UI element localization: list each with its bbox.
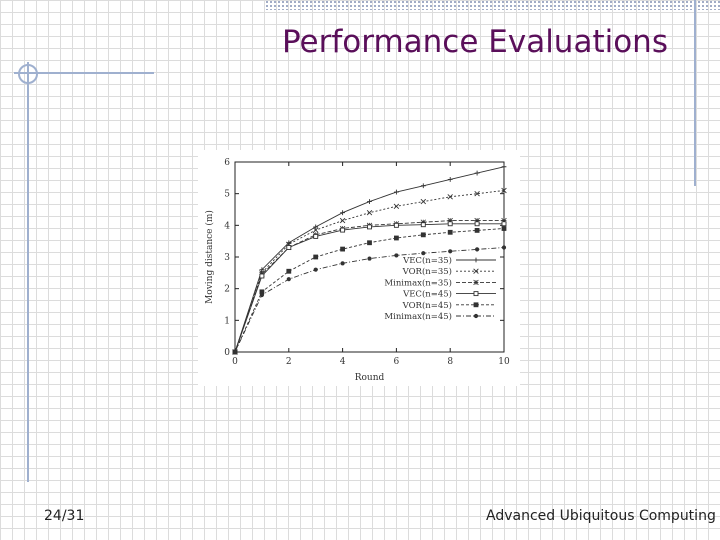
series-5-point [420, 232, 426, 238]
legend-label-5: VOR(n=45) [402, 300, 452, 311]
series-6-point [286, 277, 291, 282]
series-4-point [393, 222, 399, 228]
series-4-point [313, 233, 319, 239]
series-5-point [501, 226, 507, 231]
series-3-point [420, 219, 426, 225]
legend-marker-1 [473, 257, 479, 263]
y-tick-label: 6 [224, 158, 230, 168]
x-tick-label: 4 [340, 357, 346, 367]
series-2-point [339, 217, 346, 224]
series-6-point [448, 249, 453, 254]
series-1-point [394, 189, 399, 195]
legend-label-3: Minimax(n=35) [384, 277, 452, 288]
series-2-point [501, 187, 507, 194]
series-6-point [259, 292, 265, 298]
series-2-point [393, 203, 400, 210]
y-tick-label: 1 [224, 316, 230, 326]
series-1-point [367, 199, 372, 204]
series-4-point [259, 273, 265, 279]
footer-text: Advanced Ubiquitous Computing [486, 508, 716, 524]
series-line-3 [234, 220, 504, 353]
x-tick-label: 0 [232, 357, 238, 367]
series-line-2 [234, 190, 505, 353]
y-tick-label: 5 [224, 190, 230, 200]
y-tick-label: 4 [224, 221, 230, 231]
series-4-point [474, 221, 480, 227]
x-tick-label: 6 [394, 357, 400, 367]
series-1-point [474, 170, 480, 176]
legend-marker-4 [473, 291, 479, 297]
series-6-point [340, 261, 345, 266]
series-6-point [313, 267, 318, 272]
series-1-point [420, 183, 426, 189]
series-4-point [367, 224, 372, 230]
legend-label-2: VOR(n=35) [402, 266, 452, 277]
series-line-6 [234, 247, 505, 353]
series-1-point [313, 224, 319, 230]
legend-label-1: VEC(n=35) [402, 255, 452, 266]
legend-marker-2 [473, 268, 479, 274]
accent-circle [18, 64, 38, 84]
series-4-point [420, 222, 426, 228]
chart-panel: 0 2 4 6 8 10 0 1 2 3 4 5 6 Round Moving distance (m) VE… [198, 150, 520, 386]
accent-right-line [694, 0, 696, 186]
legend-marker-6 [473, 313, 479, 319]
x-tick-label: 8 [447, 357, 453, 367]
series-6-point [421, 251, 426, 256]
legend-label-6: Minimax(n=45) [384, 311, 452, 322]
series-2-point [447, 194, 453, 200]
x-tick-label: 2 [286, 357, 292, 367]
series-6-point [501, 245, 507, 250]
series-2-point [420, 198, 427, 205]
y-tick-label: 0 [224, 348, 230, 358]
series-6-point [367, 256, 372, 261]
series-4-point [447, 221, 453, 227]
series-5-point [340, 246, 346, 252]
series-5-point [393, 235, 399, 241]
series-5-point [286, 268, 292, 274]
series-1-point [501, 164, 507, 170]
series-1-point [447, 177, 453, 182]
y-axis-label: Moving distance (m) [204, 210, 215, 304]
legend-marker-3 [473, 279, 479, 286]
series-3-point [501, 217, 507, 224]
series-5-point [367, 240, 372, 246]
accent-vertical-line [27, 62, 29, 482]
page-number: 24/31 [44, 508, 85, 524]
series-5-point [447, 229, 453, 235]
series-2-point [474, 190, 480, 197]
x-tick-label: 10 [498, 357, 510, 367]
top-dotted-band [265, 0, 720, 10]
series-2-point [312, 227, 319, 233]
series-5-point [313, 254, 319, 260]
series-1-point [340, 210, 345, 216]
series-5-point [474, 228, 480, 233]
series-4-point [340, 227, 346, 233]
legend-marker-5 [473, 302, 479, 308]
y-tick-label: 2 [224, 285, 230, 295]
series-line-5 [234, 228, 505, 353]
series-2-point [366, 209, 373, 216]
series-4-point [286, 245, 292, 250]
series-6-point [475, 247, 480, 252]
series-3-point [447, 217, 453, 224]
accent-horizontal-line [14, 72, 154, 74]
legend-label-4: VEC(n=45) [402, 289, 452, 300]
x-axis-label: Round [355, 373, 385, 383]
series-6-point [394, 253, 399, 258]
series-6-point [232, 349, 238, 355]
y-tick-label: 3 [224, 253, 230, 263]
series-3-point [474, 217, 480, 224]
series-1-point [259, 267, 265, 273]
series-4-point [501, 221, 507, 227]
line-chart: 0 2 4 6 8 10 0 1 2 3 4 5 6 Round Moving distance (m) VE… [204, 158, 510, 383]
slide-title: Performance Evaluations [281, 24, 668, 60]
